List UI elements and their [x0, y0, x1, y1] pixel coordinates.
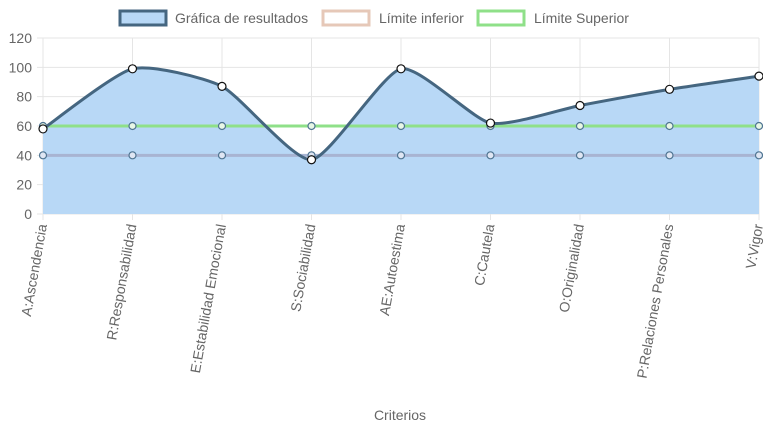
legend-label-0: Gráfica de resultados — [175, 10, 308, 26]
x-tick-label-0: A:Ascendencia — [18, 223, 50, 318]
point-series-0-5[interactable] — [485, 118, 496, 128]
point-series-0-4[interactable] — [396, 64, 406, 74]
point-series-2-8[interactable] — [754, 121, 763, 131]
x-tick-label-6: O:Originalidad — [556, 223, 587, 314]
x-tick-label-5: C:Cautela — [471, 223, 498, 287]
y-tick-label-5: 100 — [9, 59, 33, 75]
y-axis-ticks: 0 20 40 60 80 100 120 — [9, 30, 33, 222]
point-series-1-0[interactable] — [38, 151, 48, 160]
x-tick-label-7: P:Relaciones Personales — [634, 223, 677, 380]
data-points — [38, 64, 763, 165]
point-series-1-4[interactable] — [396, 151, 406, 160]
point-series-1-7[interactable] — [665, 151, 674, 160]
y-tick-label-2: 40 — [16, 147, 32, 163]
y-tick-label-0: 0 — [24, 206, 32, 222]
y-tick-label-4: 80 — [16, 89, 32, 105]
point-series-0-2[interactable] — [217, 81, 227, 92]
point-series-2-7[interactable] — [665, 121, 674, 131]
area-fill — [43, 67, 759, 214]
legend-label-2: Límite Superior — [534, 10, 629, 26]
point-series-2-2[interactable] — [217, 121, 227, 131]
y-tick-label-6: 120 — [9, 30, 33, 46]
line-series-0 — [41, 66, 761, 162]
point-series-0-1[interactable] — [127, 64, 138, 74]
point-series-2-1[interactable] — [128, 121, 137, 131]
x-tick-label-8: V:Vigor — [742, 222, 763, 270]
point-series-1-2[interactable] — [217, 151, 227, 160]
point-series-1-1[interactable] — [128, 151, 137, 160]
x-tick-label-3: S:Sociabilidad — [287, 223, 318, 313]
legend-swatch-1 — [321, 9, 371, 27]
point-series-2-6[interactable] — [575, 121, 585, 131]
point-series-2-4[interactable] — [396, 121, 406, 131]
x-axis-title: Criterios — [374, 407, 426, 423]
x-axis-ticks: A:Ascendencia R:Responsabilidad E:Estabili… — [18, 222, 763, 379]
legend-item-0[interactable]: Gráfica de resultados — [118, 9, 308, 27]
x-tick-label-2: E:Estabilidad Emocional — [187, 223, 229, 374]
point-series-1-8[interactable] — [754, 151, 763, 160]
point-series-1-6[interactable] — [575, 151, 585, 160]
point-series-0-6[interactable] — [575, 100, 585, 111]
area-series-0 — [43, 67, 759, 214]
legend-item-2[interactable]: Límite Superior — [476, 9, 629, 27]
x-tick-label-1: R:Responsabilidad — [103, 223, 139, 342]
x-tick-label-4: AE:Autoestima — [376, 223, 408, 317]
legend-item-1[interactable]: Límite inferior — [321, 9, 464, 27]
legend-label-1: Límite inferior — [379, 10, 464, 26]
legend: Gráfica de resultados Límite inferior Lími… — [118, 9, 629, 27]
point-series-0-3[interactable] — [306, 155, 317, 165]
legend-swatch-2 — [476, 9, 526, 27]
point-series-2-3[interactable] — [307, 121, 316, 131]
legend-swatch-0 — [118, 9, 168, 27]
y-tick-label-3: 60 — [16, 118, 32, 134]
point-series-0-7[interactable] — [664, 84, 675, 94]
point-series-1-5[interactable] — [486, 151, 495, 160]
point-series-0-8[interactable] — [754, 71, 763, 81]
point-series-0-0[interactable] — [38, 124, 48, 134]
y-tick-label-1: 20 — [16, 177, 32, 193]
